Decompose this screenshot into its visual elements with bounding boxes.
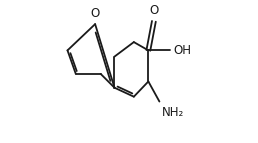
Text: OH: OH — [173, 44, 191, 57]
Text: O: O — [91, 7, 100, 20]
Text: NH₂: NH₂ — [162, 106, 184, 119]
Text: O: O — [149, 4, 158, 17]
